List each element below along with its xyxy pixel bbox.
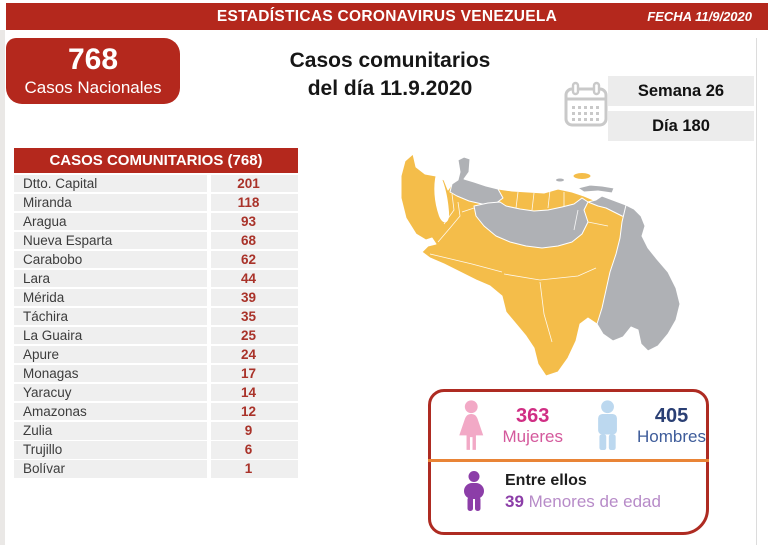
minors-row: Entre ellos 39 Menores de edad bbox=[431, 462, 706, 513]
table-row: Bolívar 1 bbox=[14, 460, 298, 478]
table-row: Carabobo 62 bbox=[14, 251, 298, 269]
state-cases: 1 bbox=[211, 460, 298, 478]
calendar-icon bbox=[564, 81, 608, 127]
state-name: Yaracuy bbox=[14, 384, 207, 402]
map-lake-maracaibo bbox=[434, 174, 450, 223]
state-cases: 118 bbox=[211, 194, 298, 212]
map-states-without-cases bbox=[449, 156, 681, 352]
cases-table: CASOS COMUNITARIOS (768) Dtto. Capital 20… bbox=[14, 148, 298, 480]
state-name: Monagas bbox=[14, 365, 207, 383]
map-nueva-esparta-island bbox=[572, 172, 592, 180]
table-row: Dtto. Capital 201 bbox=[14, 175, 298, 193]
state-name: Zulia bbox=[14, 422, 207, 440]
table-row: Lara 44 bbox=[14, 270, 298, 288]
state-cases: 201 bbox=[211, 175, 298, 193]
men-label: Hombres bbox=[637, 426, 706, 446]
table-row: La Guaira 25 bbox=[14, 327, 298, 345]
state-name: Nueva Esparta bbox=[14, 232, 207, 250]
table-row: Trujillo 6 bbox=[14, 441, 298, 459]
state-cases: 35 bbox=[211, 308, 298, 326]
cases-table-header: CASOS COMUNITARIOS (768) bbox=[14, 148, 298, 173]
state-name: Aragua bbox=[14, 213, 207, 231]
page-title: Casos comunitarios del día 11.9.2020 bbox=[244, 47, 536, 104]
banner-title: ESTADÍSTICAS CORONAVIRUS VENEZUELA bbox=[216, 8, 558, 25]
venezuela-map bbox=[400, 153, 681, 377]
state-name: La Guaira bbox=[14, 327, 207, 345]
demographics-box: 363 Mujeres 405 Hombres E bbox=[428, 389, 709, 535]
state-name: Bolívar bbox=[14, 460, 207, 478]
men-stat: 405 Hombres bbox=[637, 405, 706, 447]
top-banner: ESTADÍSTICAS CORONAVIRUS VENEZUELA FECHA… bbox=[6, 3, 768, 30]
state-cases: 39 bbox=[211, 289, 298, 307]
page-title-line1: Casos comunitarios bbox=[289, 49, 491, 72]
minors-label: Menores de edad bbox=[523, 492, 661, 512]
state-name: Trujillo bbox=[14, 441, 207, 459]
orange-divider bbox=[428, 459, 709, 462]
men-count: 405 bbox=[654, 404, 689, 427]
minors-line: 39 Menores de edad bbox=[505, 491, 661, 512]
state-cases: 6 bbox=[211, 441, 298, 459]
table-row: Miranda 118 bbox=[14, 194, 298, 212]
cases-table-rows: Dtto. Capital 201 Miranda 118 Aragua 93 Nueva … bbox=[14, 175, 298, 478]
woman-icon bbox=[459, 399, 484, 450]
minors-intro: Entre ellos bbox=[505, 472, 587, 490]
state-cases: 25 bbox=[211, 327, 298, 345]
child-icon bbox=[464, 471, 484, 511]
women-stat: 363 Mujeres bbox=[502, 405, 562, 447]
state-cases: 93 bbox=[211, 213, 298, 231]
man-icon bbox=[598, 399, 617, 450]
national-cases-count: 768 bbox=[67, 43, 119, 77]
day-box: Día 180 bbox=[608, 111, 754, 141]
map-state-borders bbox=[429, 189, 609, 343]
state-name: Miranda bbox=[14, 194, 207, 212]
women-label: Mujeres bbox=[502, 426, 563, 446]
state-name: Amazonas bbox=[14, 403, 207, 421]
table-row: Nueva Esparta 68 bbox=[14, 232, 298, 250]
state-cases: 9 bbox=[211, 422, 298, 440]
state-name: Apure bbox=[14, 346, 207, 364]
table-row: Táchira 35 bbox=[14, 308, 298, 326]
banner-date: FECHA 11/9/2020 bbox=[647, 9, 752, 24]
minors-count: 39 bbox=[505, 492, 524, 512]
state-cases: 12 bbox=[211, 403, 298, 421]
page-title-line2: del día 11.9.2020 bbox=[307, 77, 473, 101]
table-row: Monagas 17 bbox=[14, 365, 298, 383]
table-row: Zulia 9 bbox=[14, 422, 298, 440]
table-row: Yaracuy 14 bbox=[14, 384, 298, 402]
state-cases: 44 bbox=[211, 270, 298, 288]
state-name: Táchira bbox=[14, 308, 207, 326]
national-cases-badge: 768 Casos Nacionales bbox=[6, 38, 180, 104]
state-cases: 24 bbox=[211, 346, 298, 364]
left-edge-strip bbox=[0, 30, 5, 545]
state-name: Mérida bbox=[14, 289, 207, 307]
week-box: Semana 26 bbox=[608, 76, 754, 106]
state-cases: 62 bbox=[211, 251, 298, 269]
table-row: Amazonas 12 bbox=[14, 403, 298, 421]
right-edge-rule bbox=[756, 38, 757, 545]
table-row: Aragua 93 bbox=[14, 213, 298, 231]
state-name: Lara bbox=[14, 270, 207, 288]
table-row: Apure 24 bbox=[14, 346, 298, 364]
table-row: Mérida 39 bbox=[14, 289, 298, 307]
state-cases: 17 bbox=[211, 365, 298, 383]
state-name: Carabobo bbox=[14, 251, 207, 269]
state-name: Dtto. Capital bbox=[14, 175, 207, 193]
national-cases-label: Casos Nacionales bbox=[24, 77, 162, 97]
women-count: 363 bbox=[516, 404, 550, 427]
minors-stat: Entre ellos 39 Menores de edad bbox=[505, 471, 661, 512]
state-cases: 14 bbox=[211, 384, 298, 402]
state-cases: 68 bbox=[211, 232, 298, 250]
gender-row: 363 Mujeres 405 Hombres bbox=[431, 392, 706, 459]
